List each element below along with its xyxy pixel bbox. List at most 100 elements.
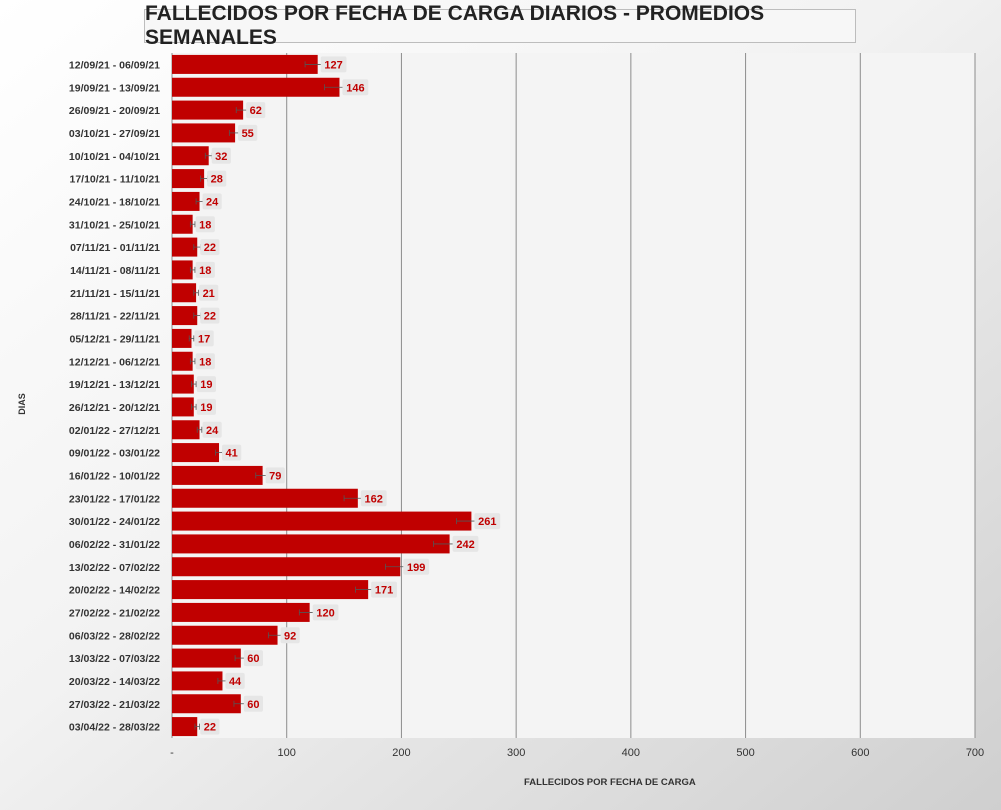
category-label: 07/11/21 - 01/11/21	[70, 242, 160, 254]
data-label: 22	[204, 311, 216, 323]
category-label: 28/11/21 - 22/11/21	[70, 311, 160, 323]
category-label: 19/12/21 - 13/12/21	[69, 379, 160, 391]
data-label: 18	[199, 265, 211, 277]
data-label: 55	[242, 128, 254, 140]
data-label: 146	[346, 82, 364, 94]
category-label: 26/12/21 - 20/12/21	[69, 402, 160, 414]
bar	[172, 306, 198, 326]
x-tick-label: 100	[278, 747, 296, 759]
category-label: 12/09/21 - 06/09/21	[69, 59, 160, 71]
data-label: 18	[199, 219, 211, 231]
data-label-bg	[222, 444, 242, 461]
bar	[172, 77, 340, 97]
data-label-bg	[403, 558, 430, 575]
category-label: 23/01/22 - 17/01/22	[69, 493, 160, 505]
bar	[172, 534, 450, 554]
data-label-bg	[202, 193, 222, 210]
data-label: 28	[211, 174, 223, 186]
data-label: 21	[203, 288, 215, 300]
bar	[172, 146, 209, 166]
bar	[172, 260, 193, 280]
x-axis-label: FALLECIDOS POR FECHA DE CARGA	[524, 777, 696, 788]
data-label: 19	[200, 379, 212, 391]
data-label: 44	[229, 676, 242, 688]
category-label: 13/03/22 - 07/03/22	[69, 653, 160, 665]
bar	[172, 54, 318, 74]
bar	[172, 100, 244, 120]
category-label: 12/12/21 - 06/12/21	[69, 356, 160, 368]
category-label: 17/10/21 - 11/10/21	[70, 174, 161, 186]
bar	[172, 214, 193, 234]
data-label-bg	[207, 170, 227, 187]
bar	[172, 648, 241, 668]
category-label: 14/11/21 - 08/11/21	[70, 265, 160, 277]
category-label: 26/09/21 - 20/09/21	[69, 105, 160, 117]
data-label-bg	[474, 513, 501, 530]
data-label-bg	[238, 124, 258, 141]
x-tick-label: 200	[392, 747, 410, 759]
bar	[172, 694, 241, 714]
data-label: 22	[204, 722, 216, 734]
category-label: 03/04/22 - 28/03/22	[69, 722, 160, 734]
category-label: 24/10/21 - 18/10/21	[69, 196, 160, 208]
data-label-bg	[196, 398, 216, 415]
category-label: 02/01/22 - 27/12/21	[69, 425, 160, 437]
category-label: 13/02/22 - 07/02/22	[69, 562, 160, 574]
data-label: 199	[407, 562, 425, 574]
x-tick-label: 600	[851, 747, 869, 759]
data-label-bg	[243, 650, 264, 667]
bar	[172, 283, 197, 303]
x-tick-label: 400	[622, 747, 640, 759]
plot-area	[172, 53, 975, 738]
bar	[172, 717, 198, 737]
data-label-bg	[452, 535, 479, 552]
x-tick-label: 700	[966, 747, 984, 759]
bar	[172, 488, 358, 508]
bar	[172, 443, 220, 463]
category-label: 06/03/22 - 28/02/22	[69, 630, 160, 642]
data-label-bg	[202, 421, 222, 438]
x-tick-label: 500	[736, 747, 754, 759]
category-label: 05/12/21 - 29/11/21	[70, 333, 161, 345]
category-label: 30/01/22 - 24/01/22	[69, 516, 160, 528]
category-label: 19/09/21 - 13/09/21	[69, 82, 160, 94]
data-label-bg	[265, 467, 285, 484]
data-label: 79	[269, 470, 281, 482]
category-label: 27/03/22 - 21/03/22	[69, 699, 160, 711]
data-label: 171	[375, 585, 393, 597]
data-label: 60	[247, 653, 259, 665]
data-label-bg	[195, 353, 215, 370]
data-label: 24	[206, 425, 219, 437]
bar	[172, 625, 278, 645]
bar	[172, 191, 200, 211]
data-label-bg	[200, 239, 220, 256]
data-label: 22	[204, 242, 216, 254]
bar	[172, 511, 472, 531]
data-label-bg	[194, 330, 214, 347]
bar	[172, 580, 369, 600]
data-label: 24	[206, 196, 219, 208]
data-label: 127	[324, 59, 342, 71]
data-label: 242	[456, 539, 474, 551]
data-label-bg	[243, 695, 264, 712]
data-label-bg	[200, 718, 220, 735]
data-label-bg	[195, 261, 215, 278]
data-label: 62	[250, 105, 262, 117]
bar	[172, 465, 263, 485]
data-label-bg	[246, 102, 266, 119]
data-label: 41	[226, 448, 238, 460]
bar	[172, 123, 236, 143]
data-label: 261	[478, 516, 496, 528]
data-label-bg	[211, 147, 231, 164]
data-label-bg	[195, 216, 215, 233]
data-label-bg	[196, 376, 216, 393]
bar	[172, 237, 198, 257]
category-label: 31/10/21 - 25/10/21	[69, 219, 160, 231]
data-label-bg	[225, 672, 245, 689]
bar	[172, 557, 401, 577]
data-label-bg	[312, 604, 339, 621]
data-label-bg	[200, 307, 220, 324]
data-label-bg	[360, 490, 387, 507]
bar	[172, 328, 192, 348]
